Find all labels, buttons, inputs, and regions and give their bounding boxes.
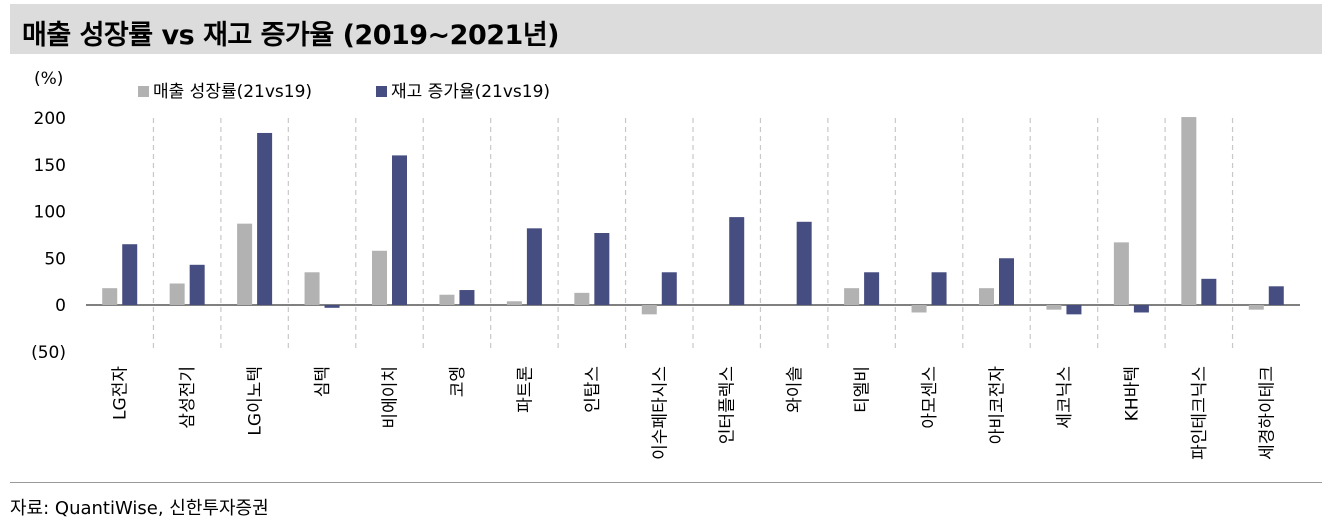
inventory-growth-bar <box>729 217 745 305</box>
bar-chart: (%) (50) 0 50 100 150 200 LG전자 삼성전기 LG이노텍 심텍 비에이치 코엥… <box>31 69 1300 460</box>
y-axis-unit-label: (%) <box>34 69 63 89</box>
inventory-growth-bar <box>189 264 205 305</box>
sales-growth-bar <box>237 223 253 305</box>
inventory-growth-bar <box>1133 305 1149 313</box>
y-tick-label: 0 <box>55 296 66 316</box>
x-category-label: 삼성전기 <box>178 366 198 429</box>
inventory-growth-bar <box>999 258 1014 305</box>
inventory-growth-bar <box>864 272 880 305</box>
sales-growth-bar <box>574 292 590 305</box>
x-category-label: 인터플렉스 <box>718 366 738 444</box>
x-category-label: LG이노텍 <box>246 366 266 436</box>
y-tick-label: 50 <box>44 249 66 269</box>
x-category-label: 파트론 <box>515 366 535 413</box>
inventory-growth-bar <box>796 221 812 305</box>
inventory-growth-bar <box>661 272 677 305</box>
sales-growth-bar <box>911 305 927 313</box>
y-tick-label: 100 <box>34 203 66 223</box>
inventory-growth-bar <box>931 272 947 305</box>
sales-growth-bar <box>439 294 455 305</box>
inventory-growth-bar <box>1066 305 1082 315</box>
x-category-label: 티엘비 <box>853 366 873 413</box>
chart-title: 매출 성장률 vs 재고 증가율 (2019~2021년) <box>22 20 560 51</box>
x-category-label: 비에이치 <box>381 366 401 429</box>
y-tick-label: 200 <box>34 109 66 129</box>
sales-growth-bar <box>844 288 860 305</box>
sales-growth-bar <box>506 301 522 305</box>
sales-growth-bar <box>979 288 994 305</box>
x-category-label: 아비코전자 <box>988 366 1008 445</box>
legend-swatch <box>376 86 387 97</box>
x-category-label: KH바텍 <box>1122 366 1142 421</box>
y-tick-label: (50) <box>31 343 66 363</box>
inventory-growth-bar <box>526 228 542 305</box>
x-category-label: 아모센스 <box>920 366 940 429</box>
x-category-label: 코엥 <box>448 366 468 397</box>
sales-growth-bar <box>641 305 657 315</box>
sales-growth-bar <box>1113 242 1129 305</box>
inventory-growth-bar <box>324 305 340 308</box>
legend-swatch <box>138 86 149 97</box>
inventory-growth-bar <box>1201 278 1217 305</box>
inventory-growth-bar <box>257 132 273 305</box>
x-category-label: 인탑스 <box>583 366 603 413</box>
sales-growth-bar <box>372 250 387 305</box>
legend-label: 재고 증가율(21vs19) <box>391 82 550 102</box>
x-category-label: 심텍 <box>313 366 333 397</box>
inventory-growth-bar <box>122 244 138 305</box>
sales-growth-bar <box>304 272 320 305</box>
x-category-label: 파인테크닉스 <box>1190 366 1210 460</box>
title-bar: 매출 성장률 vs 재고 증가율 (2019~2021년) <box>10 4 1322 54</box>
sales-growth-bar <box>169 283 185 305</box>
inventory-growth-bar <box>392 155 407 305</box>
x-category-label: LG전자 <box>111 366 131 420</box>
x-category-label: 세코닉스 <box>1055 366 1075 429</box>
sales-growth-bar <box>1046 305 1062 310</box>
x-category-label: 세경하이테크 <box>1257 366 1277 460</box>
sales-growth-bar <box>1181 117 1197 305</box>
bottom-divider <box>10 482 1322 483</box>
sales-growth-bar <box>1248 305 1264 310</box>
x-category-label: 이수페타시스 <box>650 366 670 460</box>
sales-growth-bar <box>102 288 118 305</box>
y-tick-label: 150 <box>34 156 66 176</box>
inventory-growth-bar <box>594 233 610 305</box>
inventory-growth-bar <box>459 290 475 305</box>
inventory-growth-bar <box>1268 286 1284 305</box>
x-category-label: 와이솔 <box>785 366 805 413</box>
legend-label: 매출 성장률(21vs19) <box>153 82 312 102</box>
source-note: 자료: QuantiWise, 신한투자증권 <box>10 498 269 519</box>
